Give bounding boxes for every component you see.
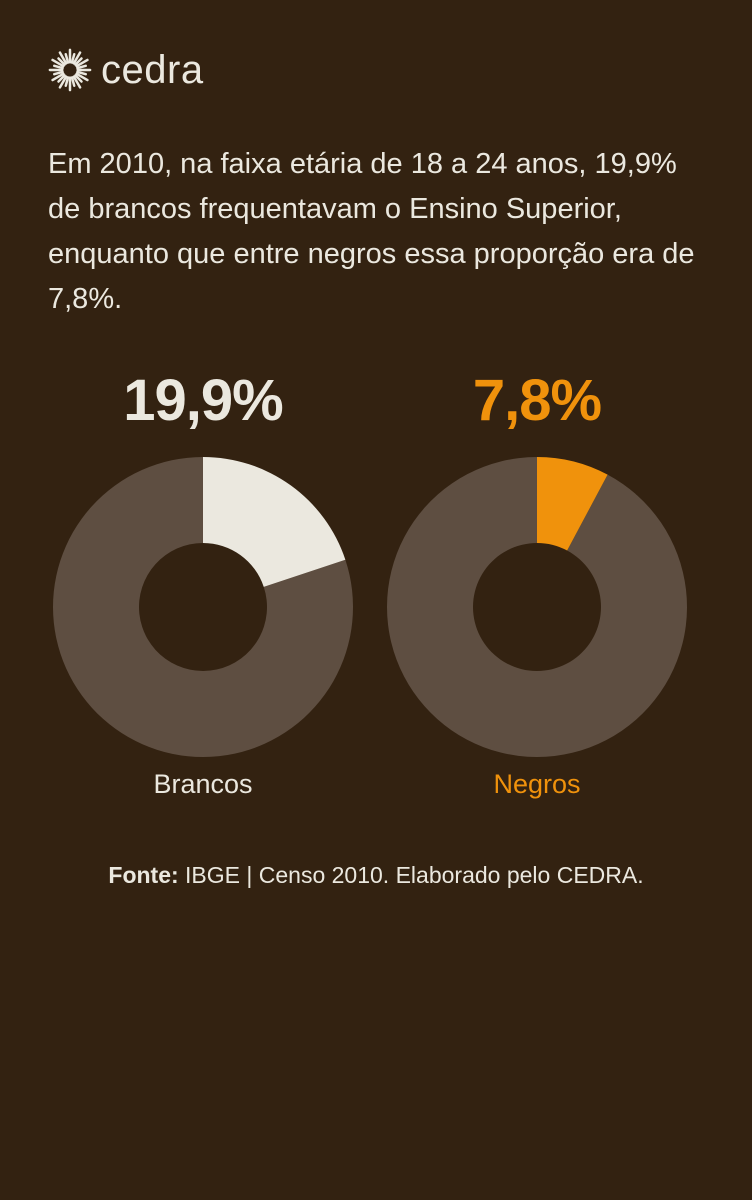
- logo-ray: [75, 58, 89, 68]
- logo-ray: [58, 75, 68, 89]
- source-prefix: Fonte:: [108, 862, 179, 888]
- logo-ray: [76, 64, 87, 70]
- logo-ray: [64, 76, 70, 87]
- logo-ray: [76, 70, 87, 76]
- sunburst-icon: [48, 48, 92, 92]
- logo-ray: [53, 64, 64, 70]
- category-label-negros: Negros: [493, 769, 581, 799]
- logo-ray: [57, 74, 66, 83]
- source-note: Fonte: IBGE | Censo 2010. Elaborado pelo…: [0, 862, 752, 889]
- donut-slice-value-negros: [537, 457, 608, 551]
- logo-text: cedra: [101, 48, 204, 92]
- logo-ray: [74, 74, 83, 83]
- logo-ray: [70, 53, 76, 64]
- chart-negros: 7,8% Negros: [382, 368, 692, 802]
- intro-text: Em 2010, na faixa etária de 18 a 24 anos…: [48, 148, 695, 315]
- logo-ray: [70, 76, 76, 87]
- donut-slice-remainder-brancos: [52, 457, 353, 757]
- category-label-brancos: Brancos: [153, 769, 253, 799]
- logo-ray: [51, 72, 65, 82]
- logo-ray: [57, 57, 66, 66]
- brand-logo: cedra: [47, 44, 204, 96]
- percent-label-brancos: 19,9%: [123, 368, 283, 433]
- donut-chart-brancos: [52, 457, 353, 757]
- donut-slice-value-brancos: [203, 457, 346, 587]
- donut-slice-remainder-negros: [387, 457, 687, 757]
- donut-chart-negros: [387, 457, 687, 757]
- logo-ray: [72, 51, 82, 65]
- source-text: IBGE | Censo 2010. Elaborado pelo CEDRA.: [178, 862, 644, 888]
- chart-brancos: 19,9% Brancos: [48, 368, 358, 802]
- logo-ray: [64, 53, 70, 64]
- logo-ray: [51, 58, 65, 68]
- percent-label-negros: 7,8%: [472, 368, 602, 433]
- logo-ray: [58, 51, 68, 65]
- logo-ray: [75, 72, 89, 82]
- logo-ray: [53, 70, 64, 76]
- logo-ray: [72, 75, 82, 89]
- logo-ray: [74, 57, 83, 66]
